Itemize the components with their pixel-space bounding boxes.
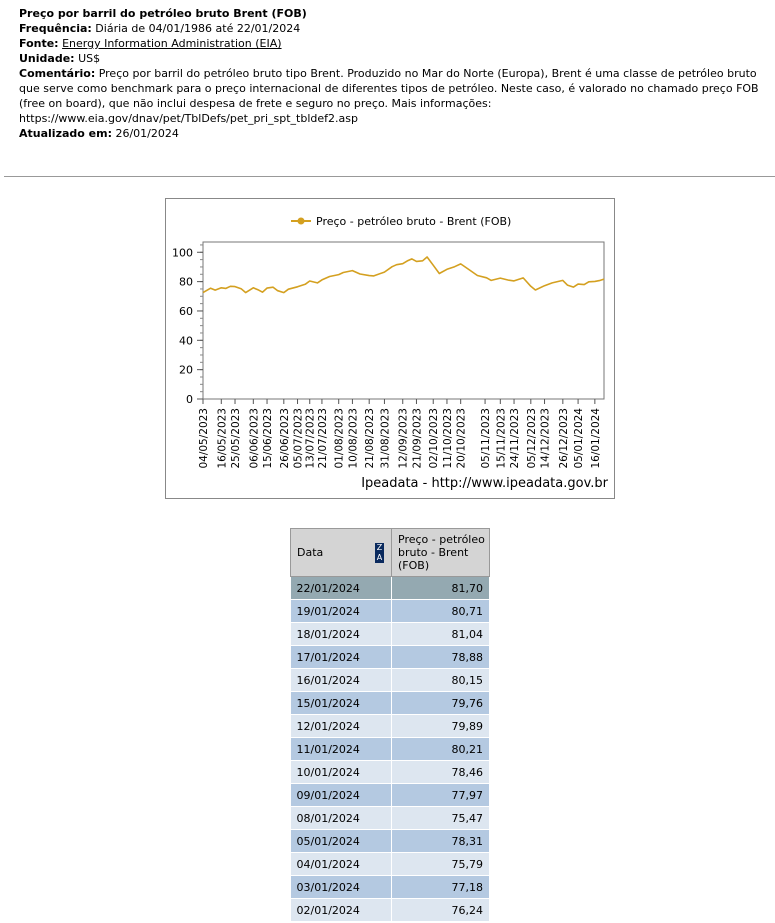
x-tick-label: 26/12/2023 (558, 408, 570, 469)
x-tick-label: 15/06/2023 (262, 408, 274, 469)
chart-panel: Preço - petróleo bruto - Brent (FOB) 0 20 4… (165, 198, 615, 499)
series-metadata: Preço por barril do petróleo bruto Brent… (19, 6, 769, 141)
x-tick-label: 13/07/2023 (305, 408, 317, 469)
table-row: 10/01/2024 78,46 (290, 760, 490, 784)
source-link[interactable]: Energy Information Administration (EIA) (62, 37, 282, 50)
table-row: 09/01/2024 77,97 (290, 783, 490, 807)
comment-line: Comentário: Preço por barril do petróleo… (19, 67, 759, 125)
table-row: 18/01/2024 81,04 (290, 622, 490, 646)
column-header-date-label: Data (297, 546, 324, 559)
y-tick-label: 80 (179, 276, 193, 289)
x-tick-label: 05/11/2023 (480, 408, 492, 469)
table-row: 04/01/2024 75,79 (290, 852, 490, 876)
frequency-line: Frequência: Diária de 04/01/1986 até 22/… (19, 22, 301, 35)
divider (4, 176, 775, 177)
cell-value: 78,31 (391, 829, 490, 853)
cell-value: 79,89 (391, 714, 490, 738)
cell-date: 11/01/2024 (290, 737, 392, 761)
series-line-brent (202, 256, 605, 294)
x-tick-label: 16/05/2023 (216, 408, 228, 469)
cell-value: 80,71 (391, 599, 490, 623)
x-tick-label: 21/09/2023 (411, 408, 423, 469)
table-row: 15/01/2024 79,76 (290, 691, 490, 715)
cell-value: 81,70 (391, 576, 490, 600)
x-tick-label: 06/06/2023 (248, 408, 260, 469)
x-tick-label: 05/07/2023 (293, 408, 305, 469)
legend-marker (297, 217, 305, 225)
cell-date: 15/01/2024 (290, 691, 392, 715)
column-header-value[interactable]: Preço - petróleo bruto - Brent (FOB) (391, 528, 490, 577)
cell-date: 18/01/2024 (290, 622, 392, 646)
table-row: 03/01/2024 77,18 (290, 875, 490, 899)
x-tick-label: 25/05/2023 (230, 408, 242, 469)
plot-area (202, 241, 605, 400)
chart-credit: Ipeadata - http://www.ipeadata.gov.br (361, 476, 608, 491)
cell-value: 78,88 (391, 645, 490, 669)
cell-value: 75,47 (391, 806, 490, 830)
x-tick-label: 31/08/2023 (379, 408, 391, 469)
y-tick-label: 60 (179, 305, 193, 318)
y-tick-label: 100 (172, 246, 193, 259)
x-tick-label: 11/10/2023 (442, 408, 454, 469)
x-tick-label: 05/01/2024 (573, 408, 585, 469)
table-row: 11/01/2024 80,21 (290, 737, 490, 761)
x-tick-label: 21/08/2023 (364, 408, 376, 469)
cell-value: 78,46 (391, 760, 490, 784)
cell-value: 77,97 (391, 783, 490, 807)
table-row: 19/01/2024 80,71 (290, 599, 490, 623)
cell-date: 08/01/2024 (290, 806, 392, 830)
unit-line: Unidade: US$ (19, 52, 101, 65)
data-table: Data Z A Preço - petróleo bruto - Brent … (290, 528, 490, 922)
cell-date: 02/01/2024 (290, 898, 392, 922)
source-line: Fonte: Energy Information Administration… (19, 37, 282, 50)
y-tick-label: 0 (186, 393, 193, 406)
x-tick-label: 12/09/2023 (398, 408, 410, 469)
cell-date: 05/01/2024 (290, 829, 392, 853)
table-row: 16/01/2024 80,15 (290, 668, 490, 692)
updated-line: Atualizado em: 26/01/2024 (19, 127, 179, 140)
x-tick-label: 26/06/2023 (279, 408, 291, 469)
page-title: Preço por barril do petróleo bruto Brent… (19, 7, 307, 20)
x-tick-label: 24/11/2023 (509, 408, 521, 469)
table-row: 02/01/2024 76,24 (290, 898, 490, 922)
x-tick-label: 21/07/2023 (317, 408, 329, 469)
table-row: 08/01/2024 75,47 (290, 806, 490, 830)
y-tick-label: 40 (179, 334, 193, 347)
y-tick-label: 20 (179, 364, 193, 377)
sort-desc-icon[interactable]: Z A (375, 543, 384, 563)
cell-value: 75,79 (391, 852, 490, 876)
cell-date: 04/01/2024 (290, 852, 392, 876)
cell-date: 12/01/2024 (290, 714, 392, 738)
cell-date: 03/01/2024 (290, 875, 392, 899)
x-tick-label: 04/05/2023 (198, 408, 210, 469)
x-tick-label: 20/10/2023 (456, 408, 468, 469)
cell-value: 76,24 (391, 898, 490, 922)
cell-date: 22/01/2024 (290, 576, 392, 600)
x-tick-label: 01/08/2023 (334, 408, 346, 469)
cell-value: 80,21 (391, 737, 490, 761)
cell-date: 09/01/2024 (290, 783, 392, 807)
x-tick-label: 16/01/2024 (590, 408, 602, 469)
table-header-row: Data Z A Preço - petróleo bruto - Brent … (290, 528, 490, 577)
column-header-date[interactable]: Data Z A (290, 528, 392, 577)
x-tick-label: 14/12/2023 (540, 408, 552, 469)
table-row: 17/01/2024 78,88 (290, 645, 490, 669)
cell-date: 16/01/2024 (290, 668, 392, 692)
cell-value: 80,15 (391, 668, 490, 692)
cell-value: 81,04 (391, 622, 490, 646)
x-tick-label: 02/10/2023 (428, 408, 440, 469)
cell-date: 10/01/2024 (290, 760, 392, 784)
cell-value: 79,76 (391, 691, 490, 715)
cell-value: 77,18 (391, 875, 490, 899)
cell-date: 19/01/2024 (290, 599, 392, 623)
cell-date: 17/01/2024 (290, 645, 392, 669)
line-chart: Preço - petróleo bruto - Brent (FOB) 0 20 4… (172, 215, 605, 469)
x-tick-label: 10/08/2023 (347, 408, 359, 469)
x-tick-label: 15/11/2023 (495, 408, 507, 469)
legend-label: Preço - petróleo bruto - Brent (FOB) (316, 215, 511, 228)
table-row: 22/01/2024 81,70 (290, 576, 490, 600)
table-row: 12/01/2024 79,89 (290, 714, 490, 738)
table-row: 05/01/2024 78,31 (290, 829, 490, 853)
x-tick-label: 05/12/2023 (526, 408, 538, 469)
